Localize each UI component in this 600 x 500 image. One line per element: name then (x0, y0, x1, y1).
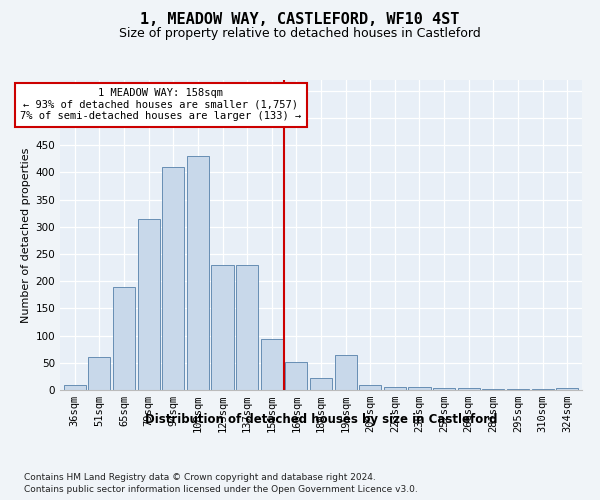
Bar (556, 388, 578, 390)
Text: 1, MEADOW WAY, CASTLEFORD, WF10 4ST: 1, MEADOW WAY, CASTLEFORD, WF10 4ST (140, 12, 460, 28)
Text: Contains HM Land Registry data © Crown copyright and database right 2024.: Contains HM Land Registry data © Crown c… (24, 472, 376, 482)
Text: Size of property relative to detached houses in Castleford: Size of property relative to detached ho… (119, 28, 481, 40)
Y-axis label: Number of detached properties: Number of detached properties (21, 148, 31, 322)
Bar (335, 354, 357, 390)
Bar (285, 362, 307, 390)
Text: 1 MEADOW WAY: 158sqm
← 93% of detached houses are smaller (1,757)
7% of semi-det: 1 MEADOW WAY: 158sqm ← 93% of detached h… (20, 88, 302, 122)
Bar (507, 389, 529, 390)
Bar (113, 286, 135, 390)
Bar (433, 388, 455, 390)
Bar (137, 218, 160, 390)
Bar (409, 388, 431, 390)
Bar (88, 358, 110, 390)
Bar (310, 378, 332, 390)
Bar (359, 384, 382, 390)
Bar (260, 340, 283, 390)
Bar (384, 388, 406, 390)
Text: Contains public sector information licensed under the Open Government Licence v3: Contains public sector information licen… (24, 485, 418, 494)
Bar (162, 167, 184, 390)
Bar (64, 384, 86, 390)
Bar (482, 389, 505, 390)
Bar (236, 265, 258, 390)
Bar (187, 156, 209, 390)
Bar (211, 265, 233, 390)
Text: Distribution of detached houses by size in Castleford: Distribution of detached houses by size … (145, 412, 497, 426)
Bar (458, 388, 480, 390)
